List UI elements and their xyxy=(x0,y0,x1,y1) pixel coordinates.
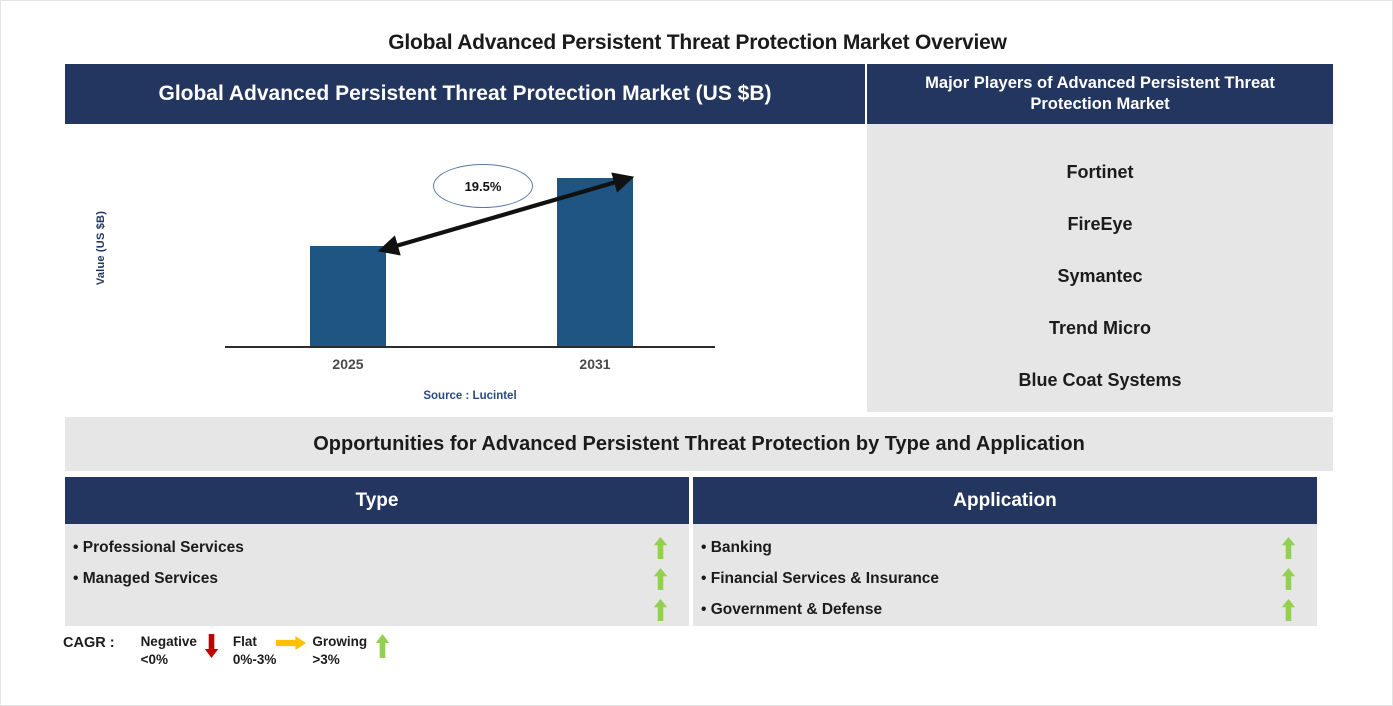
legend-item-negative: Negative <0% xyxy=(141,633,227,669)
arrow-up-icon xyxy=(1275,598,1301,621)
opp-label: • Professional Services xyxy=(73,538,244,556)
cagr-callout: 19.5% xyxy=(433,164,533,208)
chart-source: Source : Lucintel xyxy=(423,390,517,402)
list-item: • Professional Services xyxy=(65,532,689,563)
type-column: Type • Professional Services • Managed S… xyxy=(65,477,689,626)
arrow-up-icon xyxy=(647,598,673,621)
cagr-legend-title: CAGR : xyxy=(63,635,115,651)
page-title: Global Advanced Persistent Threat Protec… xyxy=(388,31,1007,54)
application-column-header: Application xyxy=(693,477,1317,524)
opp-label: • Managed Services xyxy=(73,569,218,587)
application-column: Application • Banking • Financial Servic… xyxy=(693,477,1317,626)
arrow-up-icon xyxy=(647,536,673,559)
type-column-header: Type xyxy=(65,477,689,524)
list-item: • Financial Services & Insurance xyxy=(693,563,1317,594)
arrow-up-icon xyxy=(1275,536,1301,559)
x-tick-2031: 2031 xyxy=(579,356,611,372)
legend-range: >3% xyxy=(312,652,340,668)
type-column-body: • Professional Services • Managed Servic… xyxy=(65,524,689,626)
legend-range: <0% xyxy=(140,652,168,668)
legend-item-flat: Flat 0%-3% xyxy=(233,633,307,669)
legend-label: Growing xyxy=(312,634,368,649)
bar-2031 xyxy=(557,178,633,346)
application-column-body: • Banking • Financial Services & Insuran… xyxy=(693,524,1317,626)
chart-y-axis-label: Value (US $B) xyxy=(95,210,107,286)
arrow-up-icon xyxy=(1275,567,1301,590)
legend-item-growing: Growing >3% xyxy=(312,633,397,669)
players-panel-header: Major Players of Advanced Persistent Thr… xyxy=(867,64,1333,124)
list-item: • Government & Defense xyxy=(693,594,1317,625)
list-item: FireEye xyxy=(1067,214,1133,234)
arrow-down-icon xyxy=(197,633,227,658)
list-item: Fortinet xyxy=(1066,162,1134,182)
legend-range: 0%-3% xyxy=(232,652,277,668)
x-tick-2025: 2025 xyxy=(332,356,364,372)
market-chart-panel: Global Advanced Persistent Threat Protec… xyxy=(65,64,865,412)
list-item: • Managed Services xyxy=(65,563,689,594)
chart-x-axis xyxy=(225,346,715,348)
list-item: • Banking xyxy=(693,532,1317,563)
opportunities-title: Opportunities for Advanced Persistent Th… xyxy=(313,432,1085,455)
major-players-panel: Major Players of Advanced Persistent Thr… xyxy=(867,64,1333,412)
chart-panel-header: Global Advanced Persistent Threat Protec… xyxy=(65,64,865,124)
opp-label: • Banking xyxy=(701,538,772,556)
top-row: Global Advanced Persistent Threat Protec… xyxy=(65,64,1333,412)
list-item: Blue Coat Systems xyxy=(1018,370,1182,390)
opportunities-band: Opportunities for Advanced Persistent Th… xyxy=(65,417,1333,471)
bar-2025 xyxy=(310,246,386,346)
arrow-up-icon xyxy=(647,567,673,590)
list-item xyxy=(65,594,689,625)
list-item: Trend Micro xyxy=(1048,318,1151,338)
cagr-legend: CAGR : Negative <0% Flat 0%-3% Growing >… xyxy=(63,633,403,677)
list-item: Symantec xyxy=(1057,266,1143,286)
bar-chart: Value (US $B) 19.5% xyxy=(65,124,865,412)
opp-label: • Government & Defense xyxy=(701,600,883,618)
players-list: Fortinet FireEye Symantec Trend Micro Bl… xyxy=(867,124,1333,412)
legend-label: Flat xyxy=(232,634,257,649)
legend-label: Negative xyxy=(140,634,197,649)
arrow-up-icon xyxy=(367,633,397,658)
arrow-right-icon xyxy=(276,633,307,652)
opp-label: • Financial Services & Insurance xyxy=(701,569,940,587)
opportunity-columns: Type • Professional Services • Managed S… xyxy=(65,477,1333,626)
